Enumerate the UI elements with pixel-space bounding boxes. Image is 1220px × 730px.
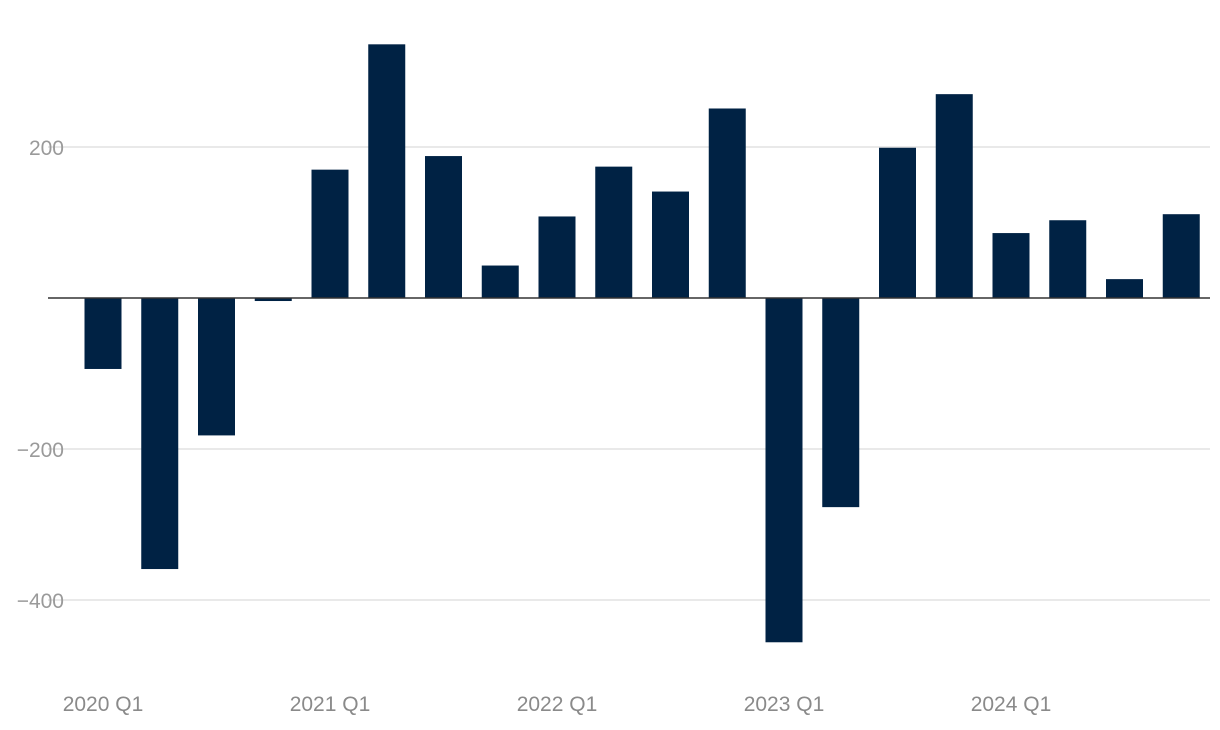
bar-2024-q1	[992, 233, 1030, 298]
bar-2023-q4	[935, 94, 973, 299]
bar-2023-q2	[822, 298, 860, 508]
x-tick-label: 2023 Q1	[744, 693, 825, 716]
bar-2023-q1	[765, 298, 803, 643]
grid-lines	[48, 146, 1210, 601]
bar-2020-q2	[141, 298, 179, 570]
bar-2022-q3	[652, 191, 689, 298]
bar-2021-q4	[481, 265, 519, 298]
bar-2021-q3	[425, 156, 462, 298]
bar-2021-q2	[368, 44, 406, 298]
bar-2024-q4	[1162, 214, 1200, 298]
bar-2022-q1	[538, 216, 576, 298]
bar-2024-q2	[1049, 220, 1087, 298]
x-tick-label: 2024 Q1	[971, 693, 1052, 716]
bar-2022-q4	[708, 108, 746, 299]
y-tick-label: −200	[17, 439, 64, 462]
bar-2020-q4	[254, 298, 292, 302]
x-tick-label: 2022 Q1	[517, 693, 598, 716]
bar-2021-q1	[311, 169, 349, 298]
x-tick-label: 2021 Q1	[290, 693, 371, 716]
bar-2024-q3	[1106, 279, 1143, 298]
x-tick-label: 2020 Q1	[63, 693, 144, 716]
bar-2020-q1	[84, 298, 122, 369]
bar-2020-q3	[198, 298, 235, 436]
bar-2022-q2	[595, 166, 633, 298]
y-axis-ticks: 200 −200 −400	[17, 137, 64, 613]
bar-2023-q3	[879, 147, 916, 298]
x-axis-ticks: 2020 Q1 2021 Q1 2022 Q1 2023 Q1 2024 Q1	[63, 693, 1052, 716]
y-tick-label: 200	[29, 137, 64, 160]
bars	[84, 44, 1200, 643]
y-tick-label: −400	[17, 590, 64, 613]
